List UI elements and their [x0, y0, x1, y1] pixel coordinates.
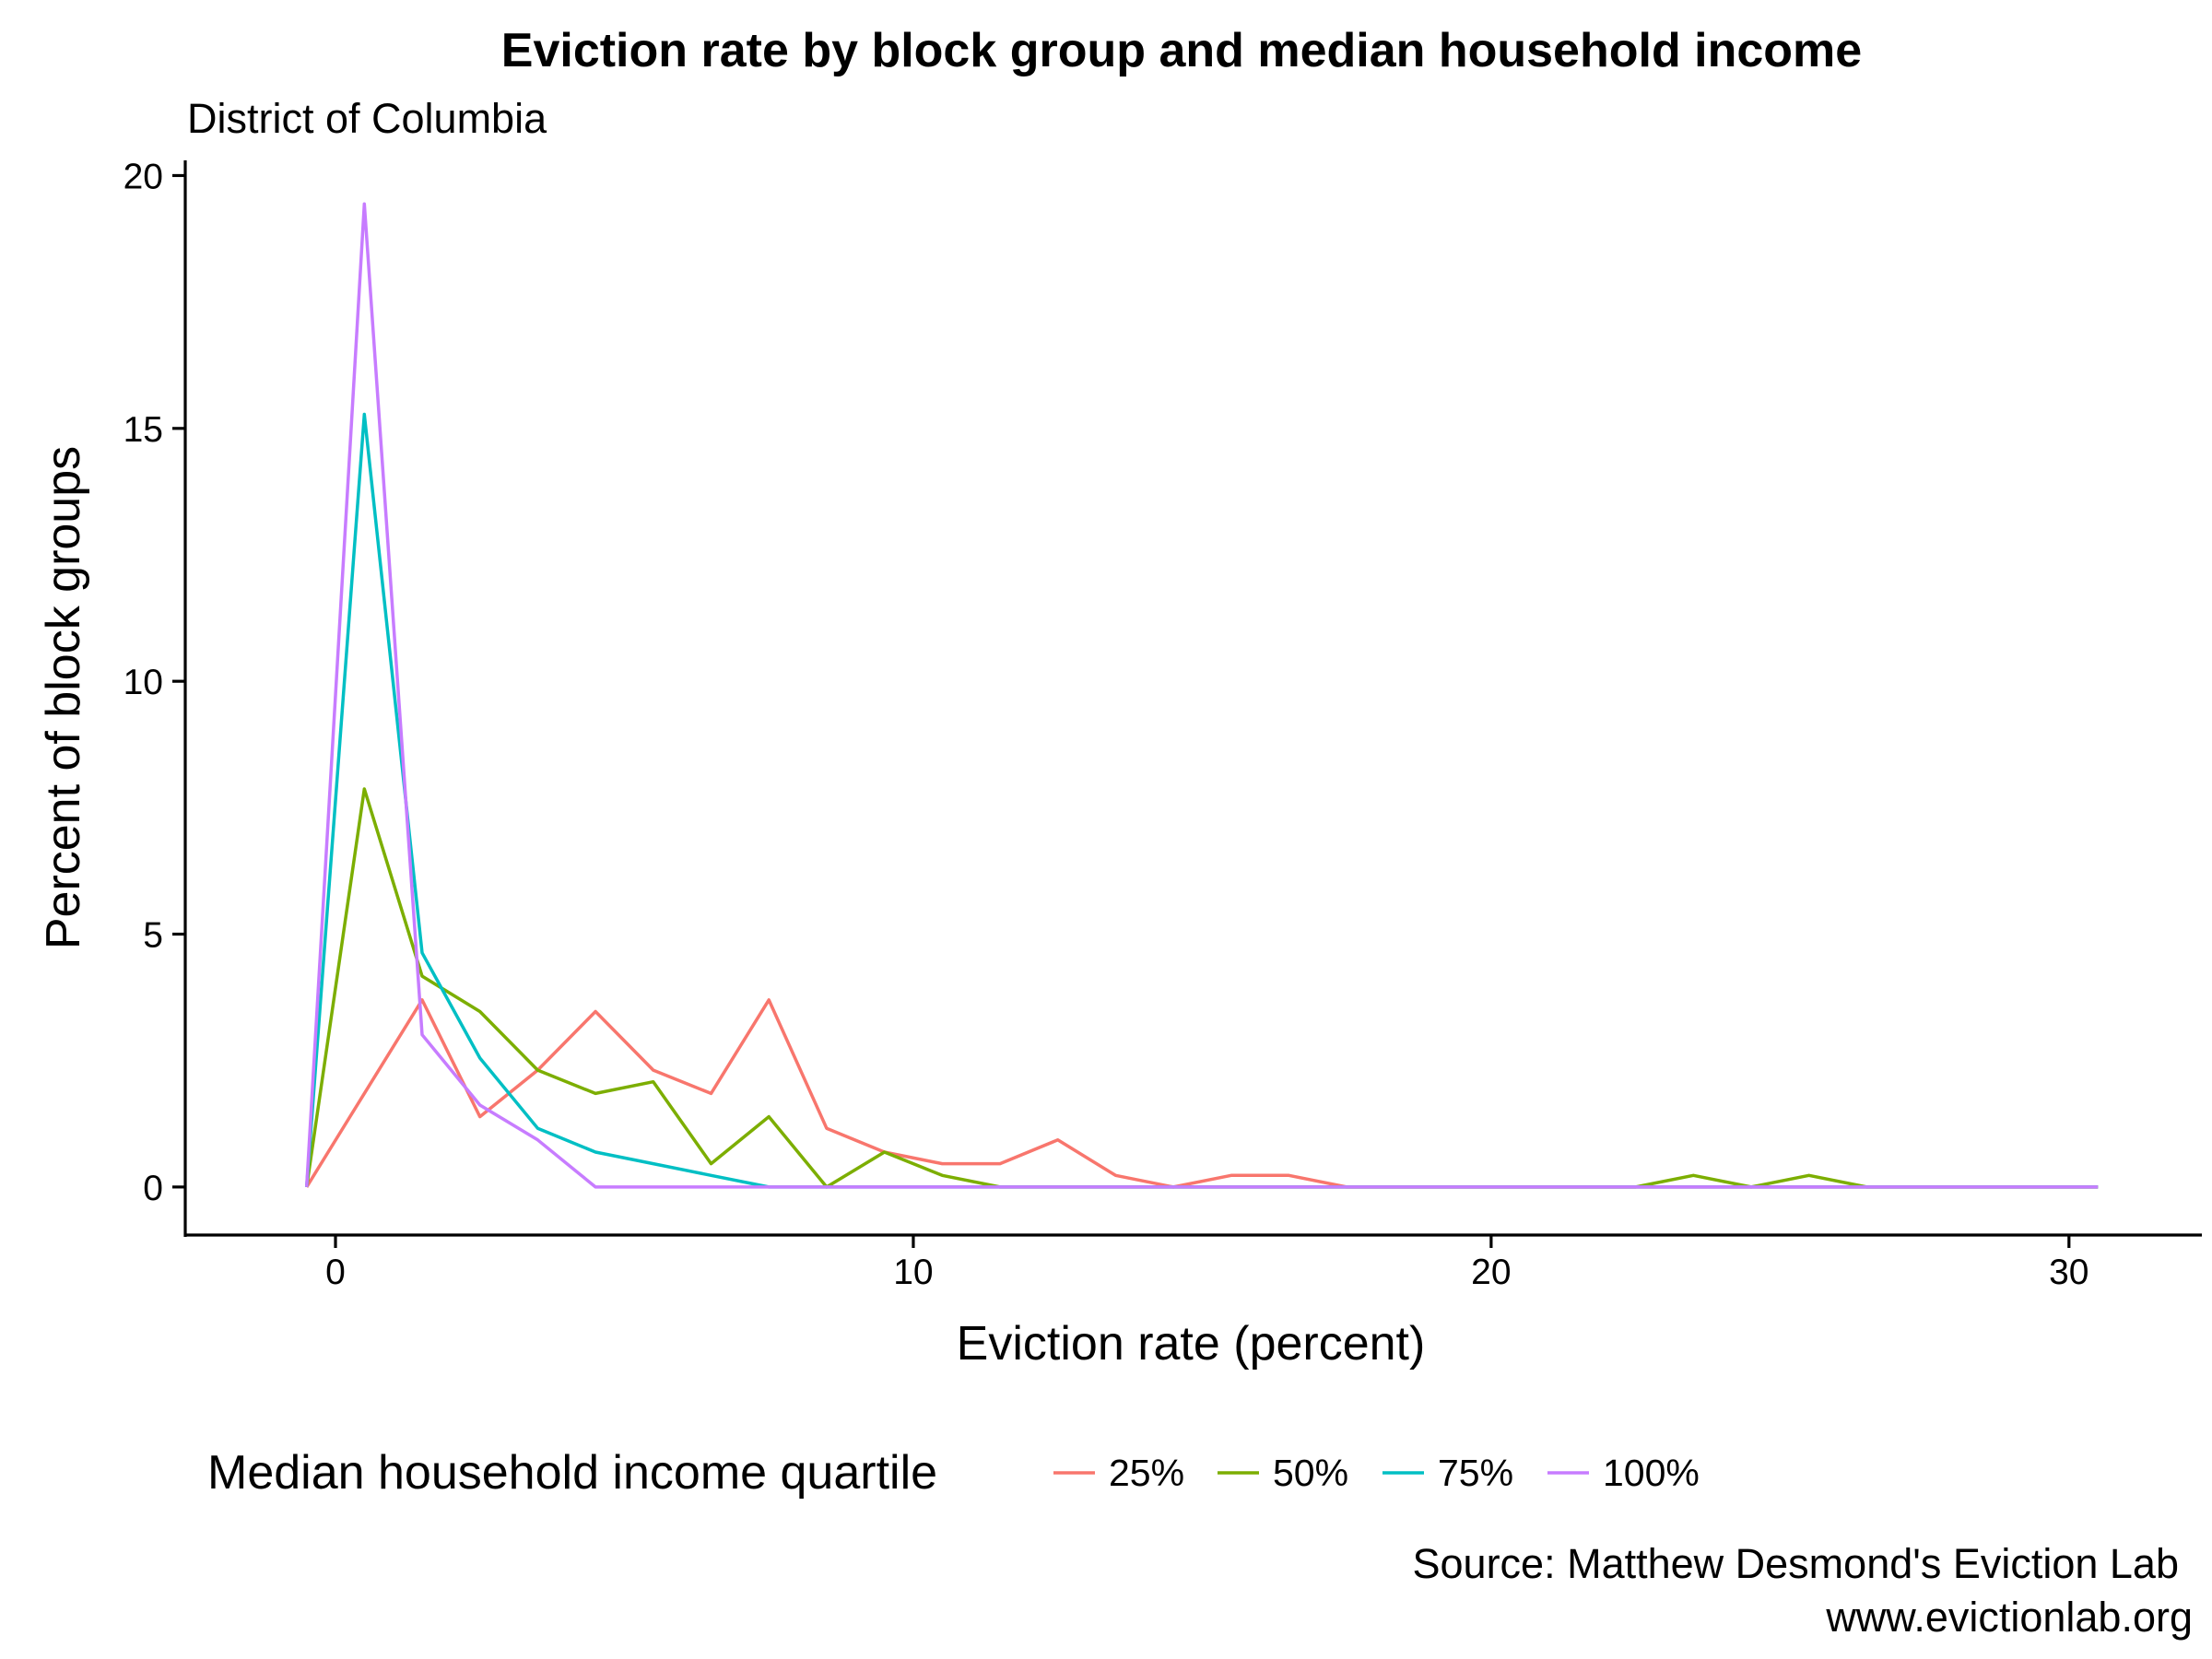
y-tick-label: 20	[124, 157, 163, 196]
y-tick-label: 15	[124, 410, 163, 450]
x-tick-label: 10	[893, 1253, 933, 1292]
legend-label: 50%	[1273, 1452, 1348, 1494]
x-axis-title: Eviction rate (percent)	[957, 1317, 1426, 1371]
x-tick-label: 20	[1471, 1253, 1511, 1292]
y-tick-label: 5	[143, 916, 163, 956]
legend-items: 25% 50% 75% 100%	[1053, 1452, 1700, 1494]
series-line-100pct	[304, 202, 2099, 1189]
y-axis-title: Percent of block groups	[37, 446, 90, 949]
legend-item: 100%	[1547, 1452, 1700, 1494]
caption-url: www.evictionlab.org	[1825, 1594, 2193, 1641]
chart-title: Eviction rate by block group and median …	[501, 24, 1862, 77]
legend-item: 50%	[1218, 1452, 1348, 1494]
y-tick-label: 10	[124, 663, 163, 702]
x-tick-label: 30	[2049, 1253, 2088, 1292]
series-lines	[304, 202, 2099, 1189]
series-line-75pct	[304, 412, 2099, 1189]
caption-source: Source: Matthew Desmond's Eviction Lab	[1413, 1540, 2180, 1587]
legend: Median household income quartile 25% 50% 7…	[207, 1446, 1700, 1500]
series-line-25pct	[305, 998, 2099, 1189]
x-axis-ticks: 0 10 20 30	[325, 1235, 2089, 1292]
y-tick-label: 0	[143, 1169, 163, 1208]
legend-label: 25%	[1109, 1452, 1184, 1494]
chart-subtitle: District of Columbia	[187, 95, 547, 142]
plot-area: 0 5 10 15 20 0 10 20 30	[124, 157, 2202, 1292]
legend-item: 25%	[1053, 1452, 1184, 1494]
series-line-50pct	[304, 787, 2099, 1189]
y-axis-ticks: 0 5 10 15 20	[124, 157, 185, 1208]
legend-label: 75%	[1438, 1452, 1513, 1494]
legend-label: 100%	[1603, 1452, 1700, 1494]
x-tick-label: 0	[325, 1253, 346, 1292]
legend-title: Median household income quartile	[207, 1446, 937, 1500]
legend-item: 75%	[1382, 1452, 1513, 1494]
